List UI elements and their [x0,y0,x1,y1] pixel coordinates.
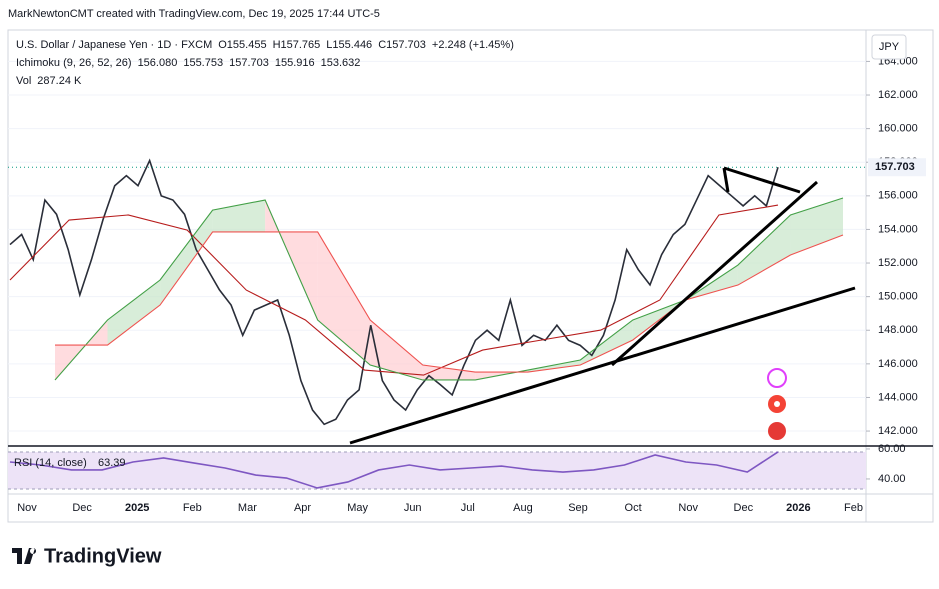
cloud-segment [790,198,843,255]
x-tick-label: Nov [17,502,37,514]
legend-text: C157.703 [378,39,426,51]
currency: JPY [879,41,900,53]
x-tick-label: Dec [72,502,92,514]
series-line [9,158,779,426]
cloud-segment [737,214,791,286]
x-tick-label: 2026 [786,502,810,514]
y-tick-label: 142.000 [878,425,918,437]
trendline [722,167,730,193]
chart-frame [7,29,934,523]
y-tick-label: 146.000 [878,358,918,370]
y-tick-label: 152.000 [878,257,918,269]
trendline [611,180,818,367]
x-tick-label: Mar [238,502,257,514]
legend-text: 156.080 [138,57,178,69]
legend: U.S. Dollar / Japanese Yen · 1D · FXCM O1… [16,39,514,87]
x-tick-label: Dec [734,502,754,514]
logo-mark [12,548,37,564]
rsi-band [8,452,866,489]
legend-text: 153.632 [321,57,361,69]
legend-text: 155.916 [275,57,315,69]
cloud-segment [160,210,213,306]
y-tick-label: 150.000 [878,291,918,303]
legend-text: 157.703 [229,57,269,69]
x-tick-label: Aug [513,502,533,514]
cloud-segment [422,365,476,380]
plot: 142.000 144.000 146.000 148.000 150.000 152.0… [8,55,926,514]
y-tick-label: 162.000 [878,89,918,101]
cloud-segment [370,319,423,380]
x-tick-label: Feb [844,502,863,514]
legend-text: +2.248 (+1.45%) [432,39,514,51]
y-tick-label: 148.000 [878,324,918,336]
series-line [54,197,844,381]
pane-value: 63.39 [98,457,126,469]
x-tick-label: Sep [568,502,588,514]
currency-box[interactable] [871,34,907,60]
x-tick-label: 2025 [125,502,149,514]
icon[interactable] [768,422,786,440]
legend-text: Ichimoku (9, 26, 52, 26) [16,57,132,69]
legend-text: H157.765 [273,39,321,51]
y-tick-label: 144.000 [878,391,918,403]
x-tick-label: Nov [678,502,698,514]
series-line [9,451,779,489]
pane-title: RSI (14, close) [14,457,87,469]
legend-text: Vol [16,75,31,87]
legend-text: 287.24 K [37,75,82,87]
y-tick-label: 40.00 [878,473,906,485]
icon-dot [774,401,780,407]
x-tick-label: Jun [404,502,422,514]
icon[interactable] [767,368,787,388]
x-tick-label: Apr [294,502,311,514]
x-tick-label: May [347,502,368,514]
legend-text: L155.446 [326,39,372,51]
cloud-segment [317,231,371,366]
series-line [9,204,779,376]
credit: MarkNewtonCMT created with TradingView.c… [8,8,380,20]
legend-text: U.S. Dollar / Japanese Yen · 1D · FXCM [16,39,212,51]
trendline [723,166,801,194]
brand: TradingView [44,545,162,567]
cloud-segment [107,280,161,346]
trendlines [349,166,856,445]
x-tick-label: Feb [183,502,202,514]
last-price-label: 157.703 [875,161,915,173]
legend-text: O155.455 [218,39,266,51]
y-tick-label: 160.000 [878,123,918,135]
last-price-box [868,158,926,177]
x-tick-label: Oct [625,502,642,514]
y-tick-label: 154.000 [878,223,918,235]
trendline [349,286,856,445]
y-tick-label: 60.00 [878,443,906,455]
legend-text: 155.753 [183,57,223,69]
y-tick-label: 156.000 [878,190,918,202]
series-line [55,231,844,373]
x-tick-label: Jul [461,502,475,514]
